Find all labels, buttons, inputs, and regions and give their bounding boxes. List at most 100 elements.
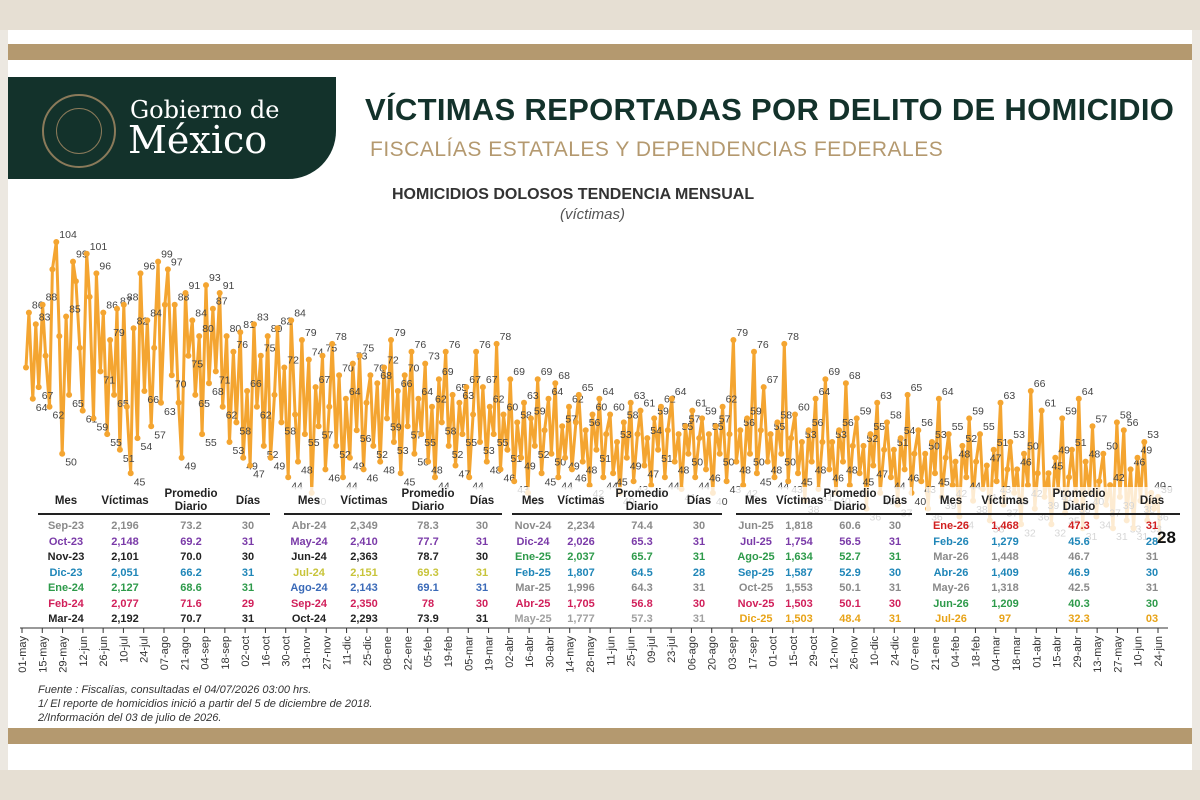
- data-point: [744, 415, 751, 422]
- data-point: [456, 399, 463, 406]
- data-label: 65: [72, 398, 84, 410]
- data-label: 86: [106, 300, 118, 312]
- data-point: [23, 364, 29, 371]
- x-tick-label: 07-ago: [159, 636, 171, 670]
- data-point: [504, 446, 511, 453]
- data-point: [148, 423, 155, 430]
- data-label: 55: [497, 437, 509, 449]
- data-label: 93: [209, 272, 221, 284]
- table-row: May-24 2,410 77.7 31: [284, 534, 502, 550]
- data-point: [367, 372, 374, 379]
- cell-promedio: 52.7: [839, 551, 861, 563]
- data-point: [93, 270, 100, 277]
- data-point: [559, 423, 566, 430]
- cell-promedio: 69.1: [417, 582, 439, 594]
- data-label: 76: [236, 339, 248, 351]
- cell-dias: 28: [692, 566, 706, 579]
- data-point: [808, 458, 815, 465]
- data-label: 52: [538, 449, 550, 461]
- data-label: 59: [750, 405, 762, 417]
- cell-promedio: 40.3: [1068, 597, 1090, 610]
- data-label: 62: [53, 410, 65, 422]
- x-tick-label: 08-ene: [382, 636, 394, 670]
- data-point: [548, 450, 555, 457]
- header-mes: Mes: [939, 495, 963, 507]
- cell-promedio: 52.9: [839, 566, 861, 579]
- data-point: [288, 317, 295, 324]
- table-row: Sep-24 2,350 78 30: [284, 596, 502, 612]
- data-label: 67: [767, 374, 779, 386]
- data-label: 44: [438, 480, 450, 492]
- cell-mes: Jul-24: [293, 566, 325, 579]
- data-label: 69: [442, 366, 454, 378]
- data-label: 59: [390, 421, 402, 433]
- data-point: [83, 250, 90, 257]
- data-label: 56: [921, 417, 933, 429]
- cell-dias: 31: [692, 551, 706, 563]
- data-label: 59: [1065, 405, 1077, 417]
- table-row: Ene-26 1,468 47.3 31: [926, 518, 1180, 534]
- data-label: 79: [394, 327, 406, 339]
- data-label: 56: [360, 433, 372, 445]
- cell-dias: 31: [241, 566, 255, 579]
- data-point: [295, 458, 301, 465]
- x-tick-label: 27-nov: [321, 636, 333, 670]
- data-label: 53: [835, 429, 847, 441]
- data-point: [151, 344, 158, 351]
- data-point: [97, 368, 104, 375]
- x-tick-label: 29-oct: [808, 636, 820, 667]
- data-label: 51: [1075, 437, 1087, 449]
- data-point: [35, 384, 42, 391]
- data-point: [53, 239, 60, 245]
- outer-band-bottom: [0, 770, 1200, 800]
- data-point: [867, 431, 874, 438]
- x-tick-label: 26-jun: [98, 636, 110, 667]
- data-point: [959, 442, 966, 449]
- header-promedio-diario: Promedio Diario: [608, 488, 676, 514]
- data-point: [990, 446, 997, 453]
- data-label: 59: [534, 405, 546, 417]
- data-point: [798, 439, 805, 445]
- data-point: [329, 340, 336, 347]
- data-point: [531, 442, 538, 449]
- table-row: Sep-23 2,196 73.2 30: [38, 518, 270, 534]
- data-label: 45: [545, 476, 557, 488]
- data-point: [579, 458, 586, 465]
- data-label: 79: [736, 327, 748, 339]
- cell-promedio: 70.7: [180, 613, 202, 625]
- table-row: Dic-24 2,026 65.3 31: [512, 534, 722, 550]
- cell-promedio: 77.7: [417, 535, 439, 548]
- data-point: [32, 321, 39, 328]
- data-label: 59: [860, 405, 872, 417]
- data-point: [1120, 427, 1127, 434]
- cell-mes: Oct-23: [48, 535, 84, 548]
- national-seal-icon: [42, 94, 116, 168]
- data-label: 72: [287, 355, 299, 367]
- header-promedio: Promedio: [401, 488, 455, 500]
- data-label: 55: [308, 437, 320, 449]
- data-point: [70, 258, 76, 265]
- cell-mes: Nov-23: [47, 551, 85, 563]
- header-dias: Días: [1139, 495, 1165, 507]
- data-label: 45: [760, 476, 772, 488]
- data-point: [137, 270, 144, 277]
- footer-note-2: 2/Información del 03 de julio de 2026.: [38, 712, 222, 724]
- data-point: [648, 482, 655, 489]
- data-point: [452, 462, 459, 469]
- data-point: [767, 431, 774, 438]
- data-label: 48: [431, 465, 443, 477]
- data-label: 50: [784, 457, 796, 469]
- data-label: 45: [863, 476, 875, 488]
- data-point: [120, 301, 127, 308]
- data-point: [747, 450, 753, 457]
- data-point: [158, 399, 164, 406]
- data-point: [569, 466, 575, 473]
- data-point: [692, 474, 699, 481]
- data-point: [384, 415, 390, 422]
- header-victimas: Víctimas: [776, 495, 824, 507]
- data-label: 57: [1096, 413, 1108, 425]
- cell-victimas: 2,350: [350, 597, 378, 610]
- table-row: Jun-24 2,363 78.7 30: [284, 549, 502, 565]
- data-label: 88: [178, 292, 190, 304]
- header-promedio-diario: Promedio Diario: [1034, 488, 1124, 514]
